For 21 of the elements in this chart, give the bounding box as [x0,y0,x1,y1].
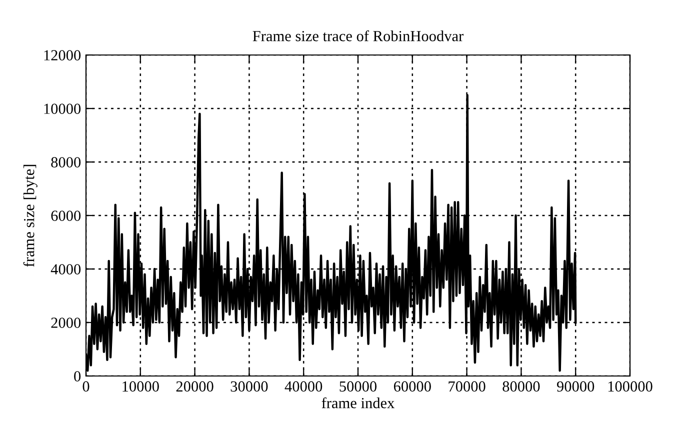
y-tick-label: 2000 [51,318,81,328]
x-tick-label: 90000 [556,381,594,392]
x-tick-label: 70000 [448,381,486,392]
x-axis-title: frame index [322,397,395,408]
x-tick-label: 0 [82,381,90,392]
y-axis-title: frame size [byte] [23,164,38,267]
y-tick-label: 10000 [44,104,81,114]
y-tick-label: 12000 [44,50,81,60]
x-tick-label: 100000 [608,381,652,392]
x-tick-label: 40000 [284,381,322,392]
y-tick-label: 0 [74,371,81,382]
x-tick-label: 60000 [394,381,431,392]
y-tick-label: 4000 [50,264,81,274]
chart-title: Frame size trace of RobinHoodvar [252,30,464,42]
y-tick-label: 6000 [51,210,81,221]
x-tick-label: 30000 [230,381,268,392]
y-tick-label: 8000 [51,157,81,168]
x-tick-label: 50000 [340,381,377,392]
x-tick-label: 80000 [502,381,540,392]
x-tick-label: 20000 [176,381,214,392]
x-tick-label: 10000 [122,381,159,392]
